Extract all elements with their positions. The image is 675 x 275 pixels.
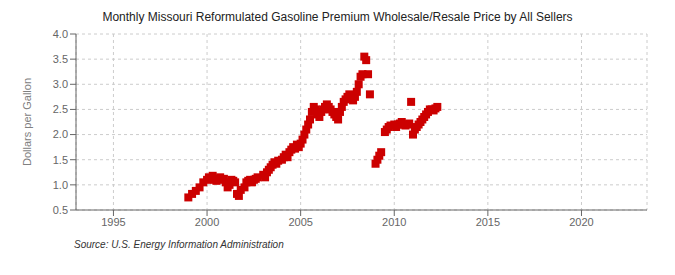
svg-text:2005: 2005	[288, 216, 312, 228]
html-text:Source: U.S. Energy Informatio: Source: U.S. Energy Information Administ…	[74, 239, 284, 250]
svg-text:2015: 2015	[476, 216, 500, 228]
svg-text:1995: 1995	[101, 216, 125, 228]
svg-text:3.5: 3.5	[53, 53, 68, 65]
svg-text:2000: 2000	[195, 216, 219, 228]
svg-text:2020: 2020	[569, 216, 593, 228]
svg-text:1.0: 1.0	[53, 179, 68, 191]
svg-text:Dollars per Gallon: Dollars per Gallon	[21, 78, 33, 166]
svg-text:2.0: 2.0	[53, 128, 68, 140]
svg-text:3.0: 3.0	[53, 78, 68, 90]
svg-text:4.0: 4.0	[53, 28, 68, 40]
html-text:Monthly Missouri Reformulated: Monthly Missouri Reformulated Gasoline P…	[102, 10, 573, 24]
svg-text:2010: 2010	[382, 216, 406, 228]
svg-text:1.5: 1.5	[53, 154, 68, 166]
svg-text:0.5: 0.5	[53, 204, 68, 216]
svg-text:2.5: 2.5	[53, 103, 68, 115]
